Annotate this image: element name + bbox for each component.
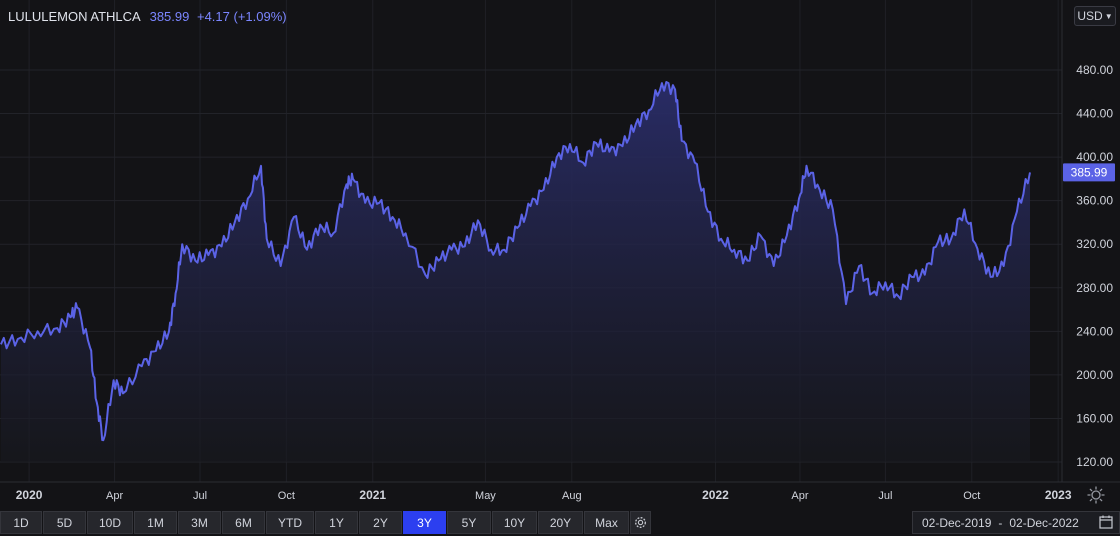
date-from: 02-Dec-2019 (922, 515, 992, 530)
currency-dropdown[interactable]: USD ▼ (1074, 6, 1116, 26)
range-button-max[interactable]: Max (584, 511, 629, 534)
y-tick-label: 200.00 (1076, 368, 1113, 382)
calendar-icon[interactable] (1099, 515, 1113, 529)
gear-icon[interactable] (630, 511, 651, 534)
x-tick-label: 2020 (16, 488, 43, 502)
range-toolbar: 1D 5D 10D 1M 3M 6M YTD 1Y 2Y 3Y 5Y 10Y 20Y Max (0, 511, 652, 536)
range-button-20y[interactable]: 20Y (538, 511, 583, 534)
last-price-label: 385.99 (1071, 165, 1108, 179)
price-area (0, 82, 1030, 462)
chart-header: LULULEMON ATHLCA 385.99 +4.17 (+1.09%) (8, 9, 287, 24)
x-tick-label: Jul (878, 490, 892, 502)
range-button-2y[interactable]: 2Y (359, 511, 402, 534)
range-button-ytd[interactable]: YTD (266, 511, 314, 534)
x-tick-label: 2023 (1045, 488, 1072, 502)
last-price-marker: 385.99 (1063, 163, 1115, 182)
instrument-name: LULULEMON ATHLCA (8, 9, 140, 24)
y-tick-label: 160.00 (1076, 411, 1113, 425)
x-tick-label: Jul (193, 490, 207, 502)
x-tick-label: Oct (278, 490, 295, 502)
x-tick-label: Oct (963, 490, 980, 502)
range-button-3m[interactable]: 3M (178, 511, 221, 534)
y-tick-label: 320.00 (1076, 237, 1113, 251)
instrument-price: 385.99 (149, 9, 190, 24)
range-button-1y[interactable]: 1Y (315, 511, 358, 534)
sun-gear-icon[interactable] (1087, 486, 1105, 504)
range-button-6m[interactable]: 6M (222, 511, 265, 534)
x-tick-label: 2022 (702, 488, 729, 502)
range-button-1m[interactable]: 1M (134, 511, 177, 534)
range-button-5d[interactable]: 5D (43, 511, 86, 534)
date-separator: - (998, 515, 1003, 530)
y-tick-label: 120.00 (1076, 455, 1113, 469)
chevron-down-icon: ▼ (1104, 11, 1113, 21)
instrument-change: +4.17 (+1.09%) (196, 9, 287, 24)
range-button-5y[interactable]: 5Y (447, 511, 491, 534)
y-tick-label: 280.00 (1076, 281, 1113, 295)
range-button-10d[interactable]: 10D (87, 511, 133, 534)
x-tick-label: 2021 (359, 488, 386, 502)
y-tick-label: 360.00 (1076, 194, 1113, 208)
range-button-3y[interactable]: 3Y (403, 511, 446, 534)
price-line (0, 81, 1031, 442)
date-range-picker[interactable]: 02-Dec-2019 - 02-Dec-2022 (912, 511, 1120, 534)
y-tick-label: 440.00 (1076, 107, 1113, 121)
x-tick-label: Apr (106, 490, 123, 502)
y-tick-label: 480.00 (1076, 63, 1113, 77)
range-button-10y[interactable]: 10Y (492, 511, 537, 534)
y-tick-label: 400.00 (1076, 150, 1113, 164)
range-button-1d[interactable]: 1D (0, 511, 42, 534)
x-tick-label: May (475, 490, 496, 502)
currency-label: USD (1077, 9, 1103, 23)
x-tick-label: Apr (791, 490, 808, 502)
x-tick-label: Aug (562, 490, 582, 502)
date-to: 02-Dec-2022 (1009, 515, 1079, 530)
y-tick-label: 240.00 (1076, 324, 1113, 338)
